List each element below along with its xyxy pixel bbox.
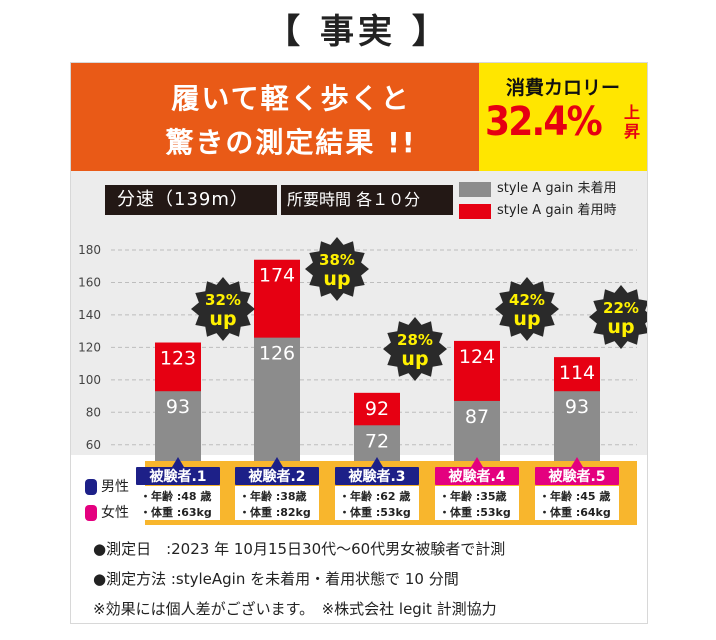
data-label-with: 123 — [160, 348, 196, 370]
subject-name-tag — [235, 467, 319, 485]
bar-chart: 60 80 100 120 140 160 180 123 93 174 126 92 72 124 87 1… — [78, 237, 647, 525]
increase-badge-up: up — [513, 308, 540, 330]
legend-swatch-with — [459, 204, 491, 219]
calorie-value: 32.4% — [485, 99, 603, 145]
subject-name: 被験者.2 — [248, 468, 305, 485]
subject-detail-box — [435, 486, 519, 520]
increase-badge-icon — [495, 277, 559, 341]
y-tick-label: 160 — [78, 275, 101, 289]
increase-badge-icon — [589, 285, 647, 349]
subject-age: ・年齢 :35歳 — [439, 489, 507, 503]
subject-age: ・年齢 :62 歳 — [339, 489, 410, 503]
note-disclaimer: ※効果には個人差がございます。 ※株式会社 legit 計測協力 — [93, 600, 497, 618]
bar-without-style-a-gain — [554, 391, 600, 461]
legend-label-with: style A gain 着用時 — [497, 203, 617, 218]
result-card: 履いて軽く歩くと 驚きの測定結果 !! 消費カロリー 32.4% 上昇 分速（1… — [70, 62, 648, 624]
subject-pointer-icon — [271, 457, 283, 467]
subject-detail-box — [136, 486, 220, 520]
increase-badge-percent: 32% — [205, 291, 241, 309]
y-tick-label: 120 — [78, 340, 101, 354]
note-date: ●測定日 :2023 年 10月15日30代～60代男女被験者で計測 — [93, 540, 506, 558]
subject-pointer-icon — [571, 457, 583, 467]
subject-weight: ・体重 :53kg — [439, 505, 511, 519]
bar-without-style-a-gain — [354, 425, 400, 461]
subject-detail-box — [535, 486, 619, 520]
subject-pointer-icon — [172, 457, 184, 467]
subject-name-tag — [435, 467, 519, 485]
subject-age: ・年齢 :45 歳 — [539, 489, 610, 503]
headline-line-1: 履いて軽く歩くと — [171, 82, 411, 115]
increase-badge-percent: 42% — [509, 291, 545, 309]
bar-without-style-a-gain — [254, 337, 300, 461]
legend-swatch-without — [459, 182, 491, 197]
subject-name-tag — [335, 467, 419, 485]
subject-age: ・年齢 :38歳 — [239, 489, 307, 503]
subject-name-tag — [136, 467, 220, 485]
increase-badge-percent: 22% — [603, 299, 639, 317]
increase-badge-icon — [383, 317, 447, 381]
data-label-with: 124 — [459, 346, 495, 368]
subject-pointer-icon — [471, 457, 483, 467]
page-title: 【 事実 】 — [266, 12, 450, 52]
increase-badge-icon — [191, 277, 255, 341]
headline-line-2: 驚きの測定結果 !! — [165, 126, 417, 159]
bar-without-style-a-gain — [454, 400, 500, 461]
calorie-panel: 消費カロリー 32.4% 上昇 — [479, 63, 647, 171]
y-tick-label: 80 — [86, 405, 101, 419]
legend-label-without: style A gain 未着用 — [497, 181, 617, 196]
subject-weight: ・体重 :82kg — [239, 505, 311, 519]
subject-detail-box — [335, 486, 419, 520]
increase-badge-percent: 28% — [397, 331, 433, 349]
subject-name: 被験者.1 — [149, 468, 206, 485]
data-label-without: 72 — [365, 430, 389, 452]
increase-badge-up: up — [401, 348, 428, 370]
subject-name-tag — [535, 467, 619, 485]
speed-condition: 分速（139m） — [105, 185, 277, 215]
calorie-up-label: 上昇 — [623, 103, 640, 141]
headline-banner: 履いて軽く歩くと 驚きの測定結果 !! 消費カロリー 32.4% 上昇 — [71, 63, 647, 171]
subject-name: 被験者.4 — [448, 468, 505, 485]
y-tick-label: 100 — [78, 373, 101, 387]
y-tick-label: 180 — [78, 243, 101, 257]
data-label-with: 174 — [259, 265, 295, 287]
y-tick-label: 60 — [86, 438, 101, 452]
subject-age: ・年齢 :48 歳 — [140, 489, 211, 503]
increase-badge-up: up — [607, 316, 634, 338]
subject-name: 被験者.5 — [548, 468, 605, 485]
male-label: 男性 — [101, 479, 129, 495]
note-method: ●測定方法 :styleAgin を未着用・着用状態で 10 分間 — [93, 570, 459, 588]
female-marker-icon — [85, 505, 97, 521]
data-label-with: 92 — [365, 398, 389, 420]
data-label-without: 87 — [465, 406, 489, 428]
data-label-with: 114 — [559, 362, 595, 384]
subject-weight: ・体重 :64kg — [539, 505, 611, 519]
increase-badge-up: up — [323, 268, 350, 290]
subject-weight: ・体重 :53kg — [339, 505, 411, 519]
male-marker-icon — [85, 479, 97, 495]
data-label-without: 93 — [565, 396, 589, 418]
duration-condition: 所要時間 各１０分 — [281, 185, 453, 215]
data-label-without: 93 — [166, 396, 190, 418]
subject-weight: ・体重 :63kg — [140, 505, 212, 519]
y-tick-label: 140 — [78, 308, 101, 322]
subject-name: 被験者.3 — [348, 468, 405, 485]
calorie-label: 消費カロリー — [505, 77, 620, 99]
increase-badge-up: up — [209, 308, 236, 330]
subject-detail-box — [235, 486, 319, 520]
data-label-without: 126 — [259, 343, 295, 365]
increase-badge-icon — [305, 237, 369, 301]
bar-without-style-a-gain — [155, 391, 201, 461]
female-label: 女性 — [101, 505, 129, 521]
headline-panel: 履いて軽く歩くと 驚きの測定結果 !! — [71, 63, 479, 171]
subject-pointer-icon — [371, 457, 383, 467]
increase-badge-percent: 38% — [319, 251, 355, 269]
